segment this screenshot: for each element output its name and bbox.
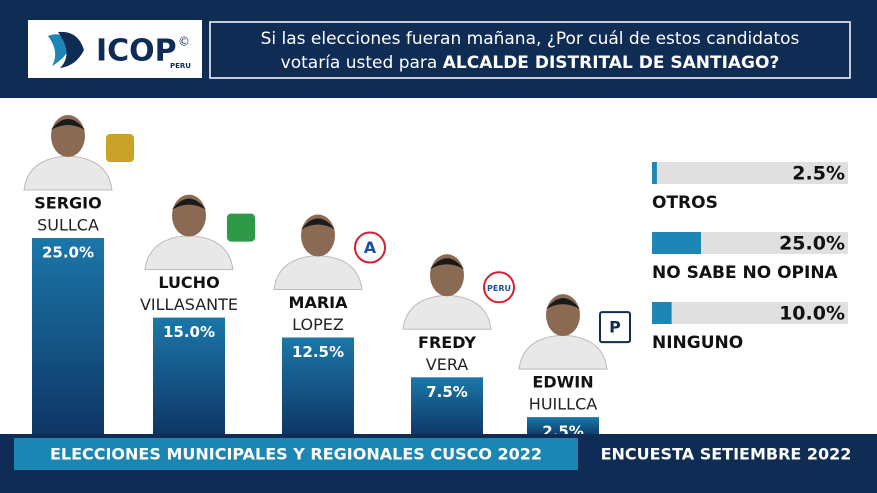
logo-country: PERU bbox=[170, 62, 191, 70]
candidate-surname: HUILLCA bbox=[529, 395, 597, 414]
question-line: Si las elecciones fueran mañana, ¿Por cu… bbox=[261, 29, 800, 49]
value-label: 25.0% bbox=[779, 233, 845, 255]
candidate-name: FREDY bbox=[418, 333, 476, 352]
party-logo bbox=[599, 311, 631, 344]
party-logo-text: PERU bbox=[487, 284, 511, 293]
category-label: OTROS bbox=[652, 193, 718, 213]
party-logo bbox=[106, 134, 134, 162]
footer-left: ELECCIONES MUNICIPALES Y REGIONALES CUSC… bbox=[50, 445, 542, 464]
bar bbox=[411, 377, 483, 437]
candidate-photo bbox=[546, 298, 580, 310]
bar bbox=[527, 417, 599, 437]
party-logo bbox=[354, 231, 386, 264]
candidate-surname: SULLCA bbox=[37, 216, 99, 235]
footer-box bbox=[14, 438, 578, 470]
party-logo-text: A bbox=[364, 238, 377, 257]
value-label: 15.0% bbox=[163, 323, 215, 341]
party-logo-text: P bbox=[609, 318, 621, 337]
logo-mark: © bbox=[178, 35, 190, 49]
bar bbox=[32, 238, 104, 437]
value-label: 10.0% bbox=[779, 303, 845, 325]
candidate-surname: LOPEZ bbox=[292, 315, 344, 334]
category-label: NINGUNO bbox=[652, 333, 743, 353]
bar-track bbox=[652, 162, 848, 184]
candidate-surname: VERA bbox=[426, 355, 469, 374]
question-text: votaría usted para bbox=[281, 53, 438, 73]
question-line: votaría usted para ALCALDE DISTRITAL DE … bbox=[281, 53, 780, 73]
candidate-name: SERGIO bbox=[34, 194, 101, 213]
candidate-name: EDWIN bbox=[532, 373, 593, 392]
value-label: 12.5% bbox=[292, 343, 344, 361]
bar bbox=[652, 302, 672, 324]
logo-icon bbox=[58, 31, 84, 68]
question-box bbox=[209, 21, 851, 79]
candidate-surname: VILLASANTE bbox=[140, 295, 238, 314]
value-label: 7.5% bbox=[426, 383, 468, 401]
candidate-photo bbox=[172, 198, 206, 210]
footer-right: ENCUESTA SETIEMBRE 2022 bbox=[601, 445, 852, 464]
candidate-photo bbox=[430, 258, 464, 270]
bar bbox=[282, 337, 354, 437]
value-label: 2.5% bbox=[792, 163, 845, 185]
question-highlight: ALCALDE DISTRITAL DE SANTIAGO? bbox=[443, 53, 780, 73]
bar bbox=[153, 317, 225, 437]
party-logo bbox=[227, 213, 255, 242]
bar bbox=[652, 162, 657, 184]
candidate-name: MARIA bbox=[289, 293, 349, 312]
category-label: NO SABE NO OPINA bbox=[652, 263, 839, 283]
candidate-name: LUCHO bbox=[158, 273, 219, 292]
party-logo bbox=[483, 271, 515, 304]
bar bbox=[652, 232, 701, 254]
logo-name: ICOP bbox=[96, 34, 177, 69]
bar-track bbox=[652, 302, 848, 324]
value-label: 25.0% bbox=[42, 244, 94, 262]
candidate-photo bbox=[51, 119, 85, 130]
candidate-photo bbox=[301, 218, 335, 230]
